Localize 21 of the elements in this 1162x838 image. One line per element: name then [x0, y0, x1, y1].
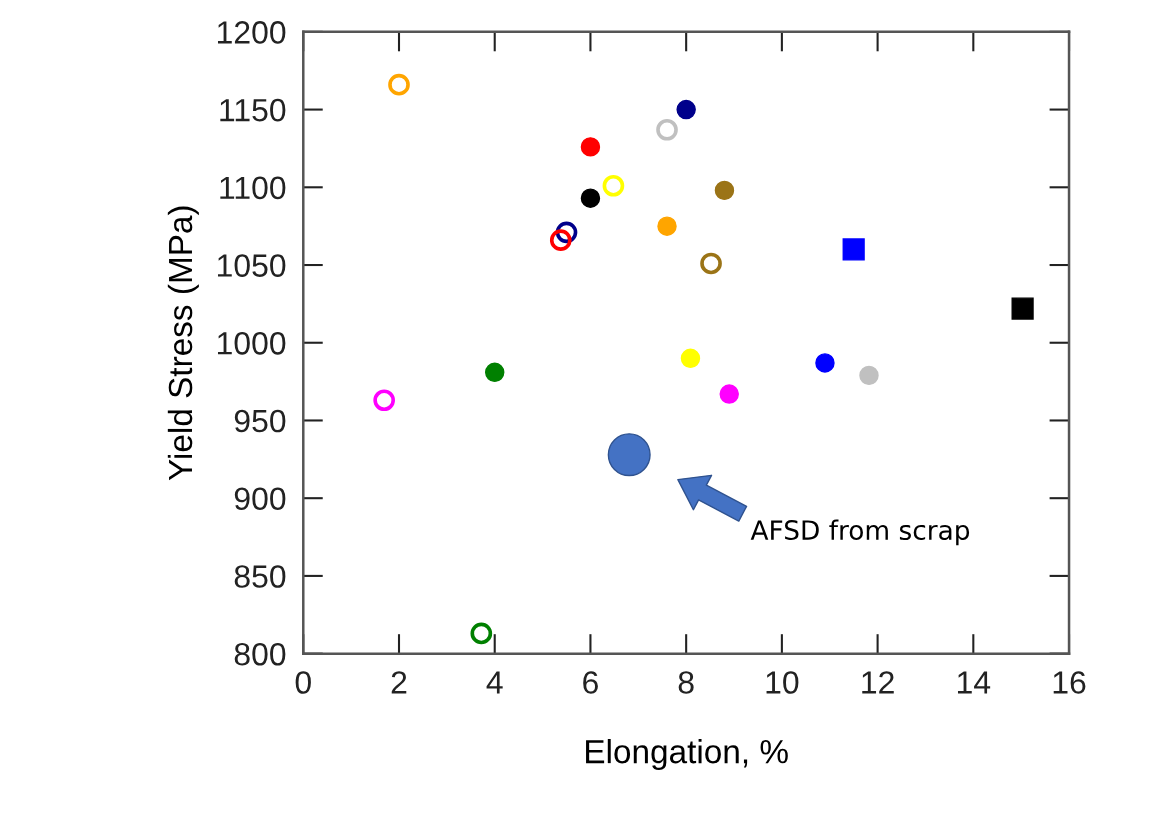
x-tick-label: 0 — [295, 671, 311, 694]
x-axis-title: Elongation, % — [586, 738, 788, 771]
x-tick-label: 16 — [1053, 671, 1086, 694]
x-tick-label: 8 — [678, 671, 694, 694]
y-tick-label: 850 — [234, 565, 286, 588]
x-tick-label: 14 — [957, 671, 991, 694]
y-tick-label: 1050 — [217, 254, 286, 277]
x-tick-label: 4 — [486, 671, 503, 694]
x-tick-label: 10 — [766, 671, 799, 694]
y-tick-label: 950 — [234, 409, 286, 433]
x-tick-label: 12 — [862, 671, 894, 694]
annotation: AFSD from scrap — [750, 519, 970, 546]
x-tick-label: 2 — [391, 671, 407, 694]
x-tick-label: 6 — [583, 671, 598, 694]
y-tick-label: 1200 — [217, 21, 286, 44]
y-tick-label: 800 — [234, 642, 286, 666]
y-tick-label: 1000 — [217, 332, 286, 355]
y-tick-label: 1150 — [220, 98, 286, 122]
y-tick-label: 900 — [234, 487, 286, 511]
y-tick-label: 1100 — [220, 176, 286, 200]
y-axis-title: Yield Stress (MPa) — [167, 206, 199, 481]
